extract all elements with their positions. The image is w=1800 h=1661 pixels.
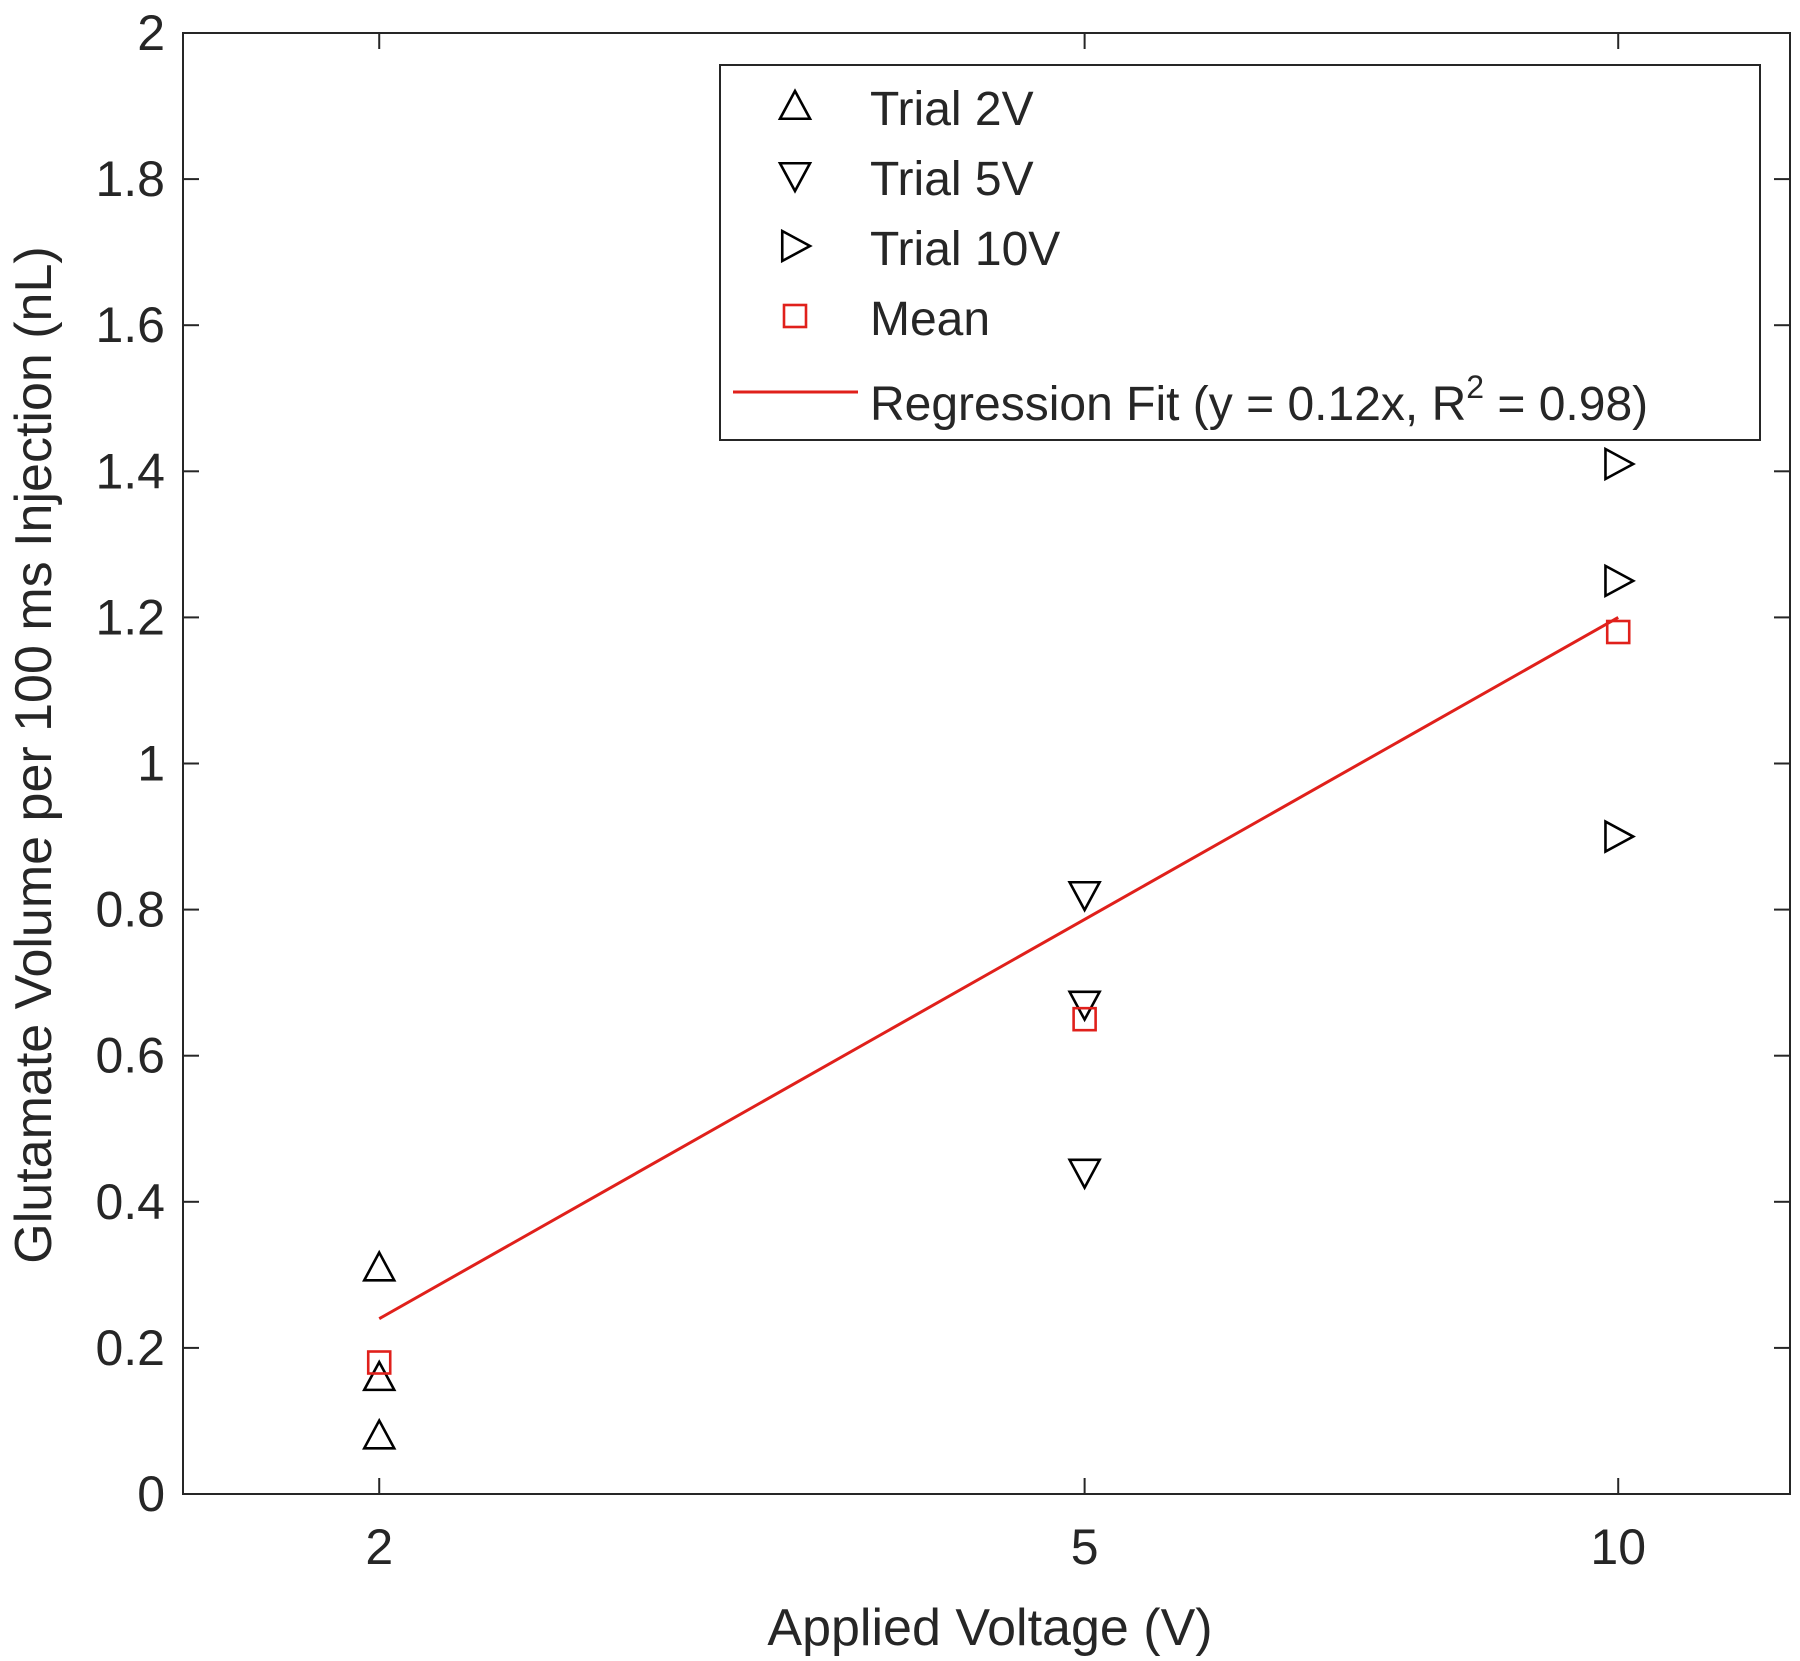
- data-point-triangle-up: [362, 1249, 397, 1282]
- y-tick-label: 1.6: [95, 297, 165, 353]
- y-tick-label: 1: [137, 736, 165, 792]
- data-point-triangle-up: [362, 1359, 397, 1392]
- legend-label: Trial 5V: [870, 153, 1034, 206]
- legend-marker-triangle-down: [777, 161, 813, 194]
- y-tick-label: 1.8: [95, 151, 165, 207]
- data-point-triangle-up: [362, 1417, 397, 1450]
- y-tick-label: 1.2: [95, 589, 165, 645]
- y-tick-label: 0.4: [95, 1174, 165, 1230]
- legend-label: Trial 2V: [870, 83, 1034, 136]
- legend: Trial 2V Trial 5V Trial 10V Mean Regression …: [719, 64, 1761, 441]
- legend-label: Mean: [870, 293, 990, 346]
- data-point-triangle-down: [1067, 990, 1102, 1023]
- legend-fit-label: Regression Fit (y = 0.12x, R2 = 0.98): [870, 369, 1648, 431]
- data-point-square: [1072, 1006, 1097, 1032]
- y-tick-label: 0.6: [95, 1028, 165, 1084]
- y-tick-label: 0.8: [95, 882, 165, 938]
- data-point-triangle-right: [1604, 819, 1636, 854]
- data-point-triangle-right: [1604, 446, 1636, 482]
- y-tick-label: 0.2: [95, 1320, 165, 1376]
- y-tick-label: 1.4: [95, 443, 165, 499]
- x-tick-label: 10: [1590, 1519, 1646, 1575]
- x-tick-label: 5: [1071, 1519, 1099, 1575]
- data-point-triangle-down: [1067, 1158, 1102, 1191]
- legend-marker-square: [782, 303, 808, 329]
- data-point-square: [366, 1350, 392, 1375]
- y-axis-label: Glutamate Volume per 100 ms Injection (n…: [5, 246, 63, 1263]
- legend-marker-triangle-up: [777, 88, 813, 121]
- data-point-triangle-right: [1604, 563, 1636, 599]
- legend-label: Trial 10V: [870, 223, 1060, 276]
- y-tick-label: 0: [137, 1466, 165, 1522]
- regression-fit-line: [378, 616, 1619, 1320]
- y-tick-label: 2: [137, 5, 165, 61]
- plot-area: 0 0.2 0.4 0.6 0.8 1 1.2 1.4 1.6 1.8 2 2 5 10: [95, 5, 1791, 1575]
- data-point-triangle-down: [1067, 880, 1102, 913]
- legend-box: [719, 64, 1761, 441]
- x-tick-label: 2: [365, 1519, 393, 1575]
- data-point-square: [1605, 619, 1631, 645]
- x-axis-label: Applied Voltage (V): [767, 1599, 1212, 1657]
- legend-marker-triangle-right: [780, 228, 813, 264]
